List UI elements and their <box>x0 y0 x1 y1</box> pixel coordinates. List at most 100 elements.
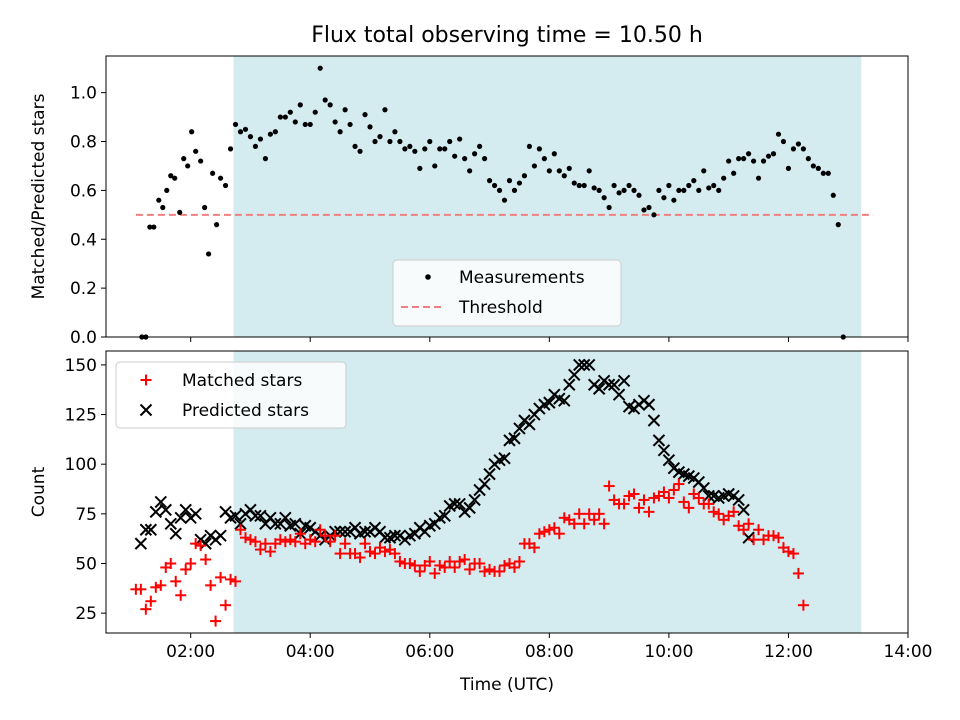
matched-point <box>200 554 212 566</box>
predicted-point <box>592 382 606 395</box>
matched-point <box>309 536 321 548</box>
measurement-point <box>332 119 338 125</box>
matched-point <box>444 556 456 568</box>
measurement-point <box>631 187 637 193</box>
measurement-point <box>736 156 742 162</box>
measurement-point <box>586 168 592 174</box>
matched-point <box>334 548 346 560</box>
measurement-point <box>666 182 672 189</box>
predicted-point <box>199 537 212 550</box>
matched-point <box>603 480 615 492</box>
measurement-point <box>156 197 162 203</box>
measurement-point <box>591 185 597 191</box>
predicted-point <box>558 394 571 407</box>
measurement-point <box>307 121 313 128</box>
x-tick-label: 14:00 <box>884 642 933 662</box>
matched-point <box>533 528 545 540</box>
legend-matched-marker <box>140 374 152 386</box>
y-tick-label: 150 <box>65 356 97 376</box>
matched-point <box>464 563 476 575</box>
measurement-point <box>417 165 423 171</box>
predicted-point <box>269 517 282 530</box>
measurement-point <box>606 204 612 211</box>
legend-x-glyph <box>139 403 153 417</box>
measurement-point <box>775 131 782 137</box>
predicted-point <box>438 509 451 523</box>
matched-point <box>792 567 804 579</box>
measurement-point <box>312 109 318 115</box>
y-tick-label: 0.6 <box>70 181 97 201</box>
y-tick-label: 1.0 <box>70 84 97 104</box>
measurement-point <box>636 192 642 198</box>
predicted-point <box>478 477 491 491</box>
measurement-point <box>805 156 811 162</box>
measurement-point <box>185 163 191 169</box>
matched-point <box>364 546 376 558</box>
measurement-point <box>745 151 752 157</box>
matched-point <box>304 534 316 546</box>
measurement-point <box>297 102 303 108</box>
measurement-point <box>785 165 792 171</box>
measurement-point <box>457 136 463 142</box>
predicted-point <box>523 418 536 431</box>
matched-point <box>538 526 550 538</box>
predicted-point <box>144 523 158 536</box>
measurement-point <box>377 134 383 140</box>
measurement-point <box>546 168 552 174</box>
matched-point <box>528 542 540 554</box>
measurement-point <box>800 146 806 152</box>
measurement-point <box>257 136 264 142</box>
measurement-point <box>521 173 528 179</box>
matched-point <box>220 599 232 611</box>
predicted-point <box>702 489 715 503</box>
measurement-point <box>820 170 826 176</box>
measurement-point <box>442 146 448 152</box>
measurement-point <box>711 182 717 189</box>
measurement-point <box>516 180 523 186</box>
matched-point <box>693 492 705 504</box>
matched-point <box>279 536 291 548</box>
predicted-point <box>513 422 526 435</box>
predicted-point <box>249 509 262 523</box>
measurement-point <box>621 187 627 193</box>
measurement-point <box>581 182 587 189</box>
measurement-point <box>237 129 244 135</box>
predicted-point <box>697 481 710 495</box>
predicted-point <box>378 531 392 544</box>
matched-point <box>513 556 525 568</box>
predicted-point <box>578 358 591 372</box>
matched-point <box>772 532 784 544</box>
bottom-legend-box <box>115 361 347 429</box>
measurement-point <box>721 175 727 181</box>
measurement-point <box>596 187 602 193</box>
measurement-point <box>422 146 428 152</box>
measurement-point <box>213 222 220 228</box>
measurement-point <box>760 158 767 164</box>
measurement-point <box>382 107 388 113</box>
x-tick-label: 02:00 <box>166 642 215 662</box>
matched-point <box>274 534 286 546</box>
measurement-point <box>210 170 216 176</box>
matched-point <box>185 557 197 569</box>
matched-point <box>329 530 341 542</box>
measurement-point <box>151 224 157 230</box>
measurement-point <box>671 197 677 203</box>
matched-point <box>708 506 720 518</box>
measurement-point <box>541 156 547 162</box>
measurement-point <box>790 146 797 152</box>
matched-point <box>797 599 809 611</box>
measurement-point <box>731 170 737 176</box>
predicted-point <box>254 509 267 523</box>
matched-point <box>753 524 765 536</box>
y-tick-label: 25 <box>75 604 97 624</box>
measurement-point <box>302 121 308 128</box>
matched-point <box>225 573 237 585</box>
predicted-point <box>657 444 671 457</box>
matched-point <box>583 508 595 520</box>
matched-point <box>738 524 750 536</box>
predicted-point <box>463 501 476 515</box>
measurement-point <box>337 129 343 135</box>
measurement-point <box>427 138 433 145</box>
top-panel: 0.0 0.2 0.4 0.6 0.8 1.0 Matched/Predicted sta… <box>29 55 909 348</box>
